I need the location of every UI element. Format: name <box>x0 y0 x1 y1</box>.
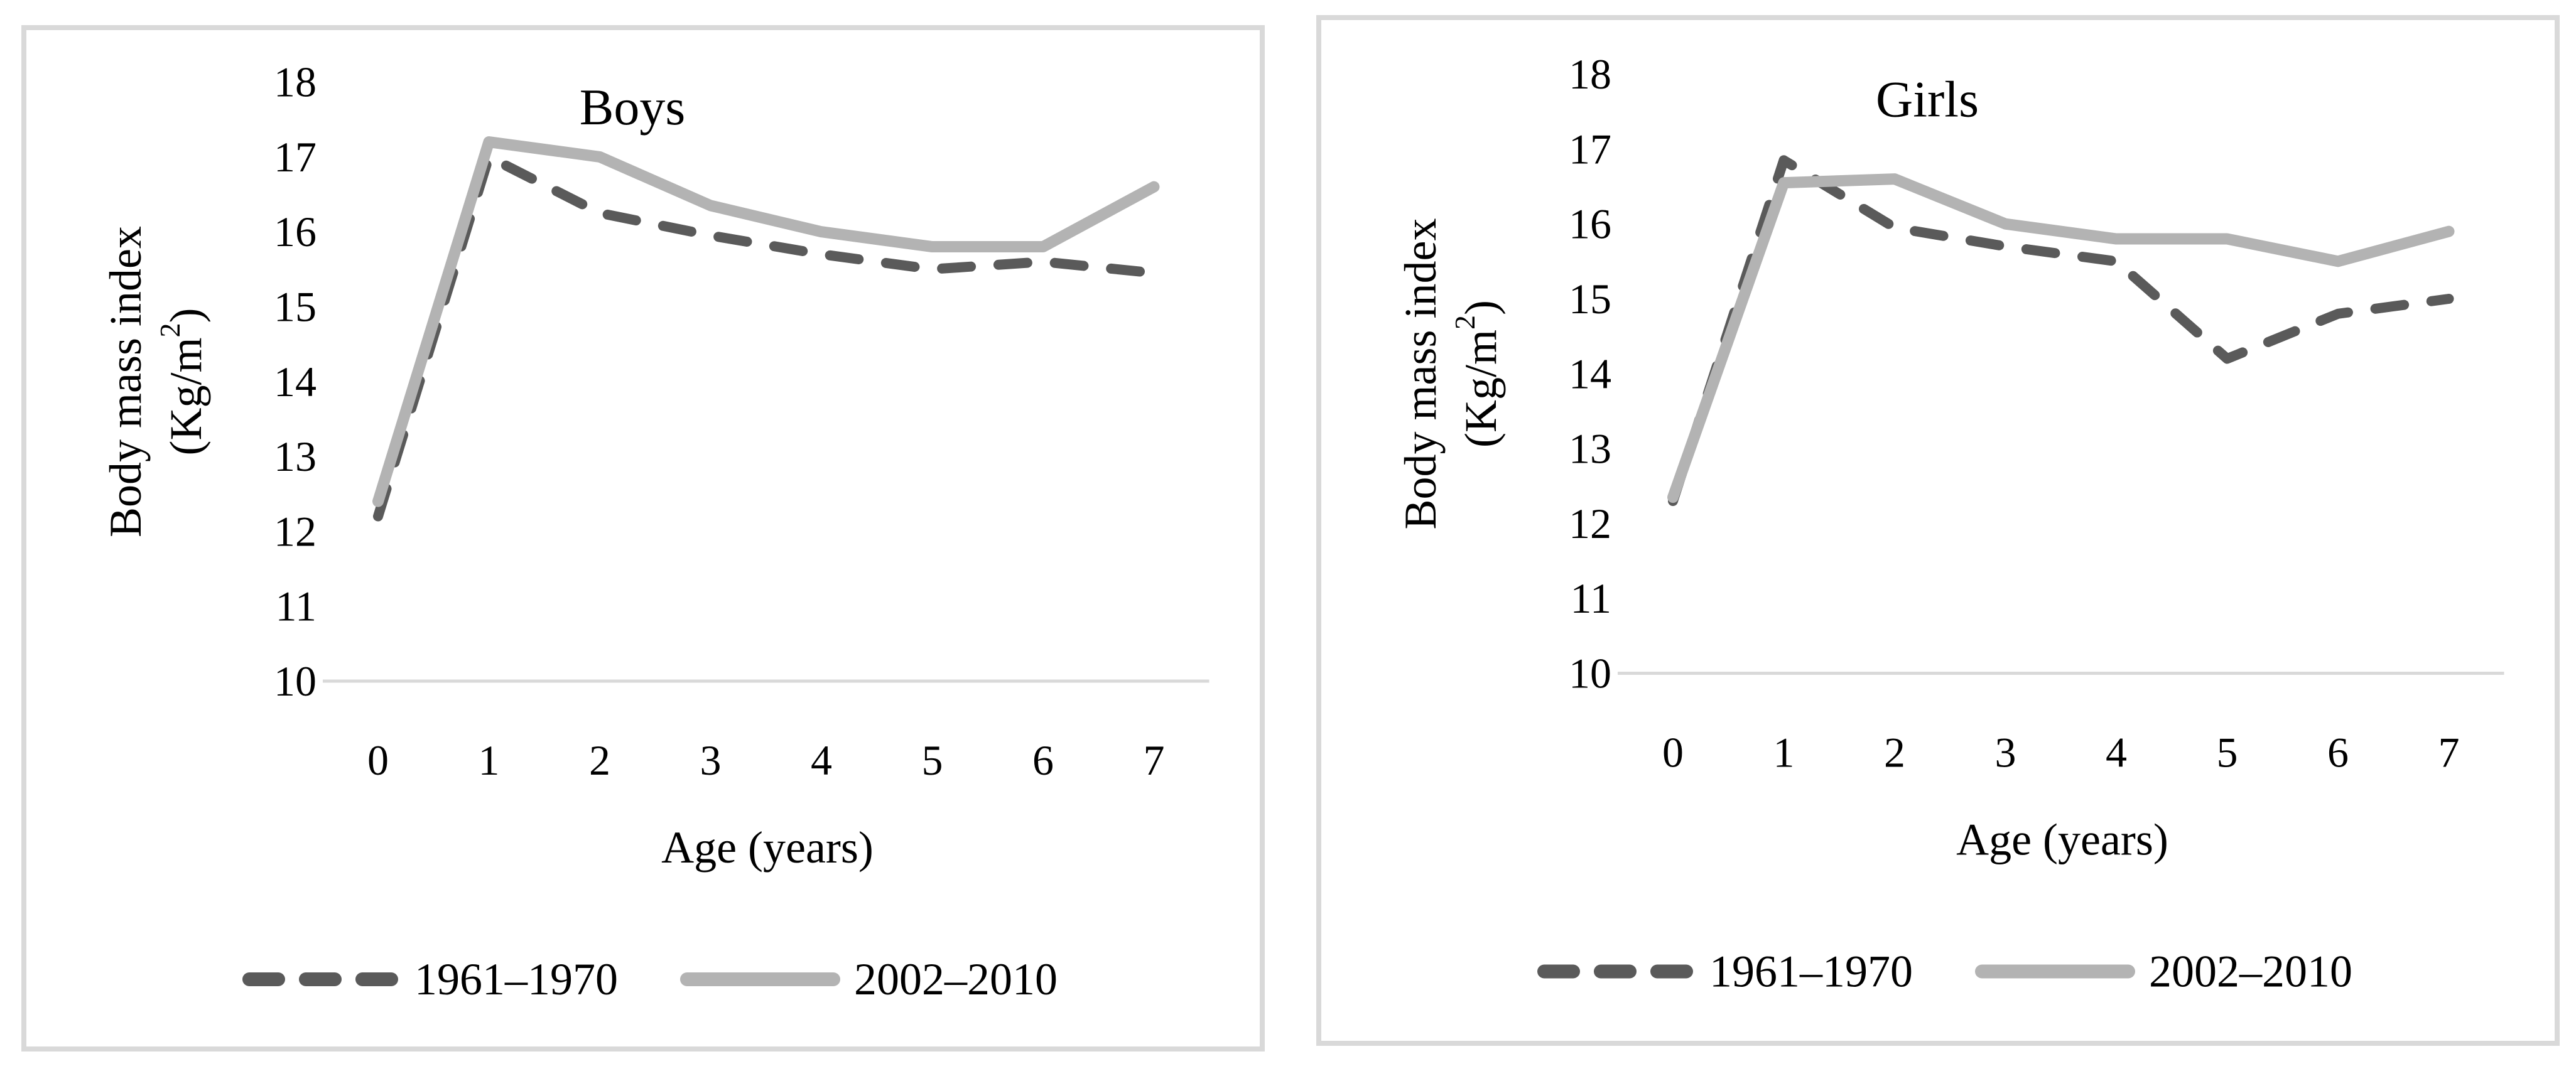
x-tick-label: 0 <box>367 736 389 784</box>
y-tick-label: 16 <box>1569 200 1611 248</box>
x-tick-label: 7 <box>2438 729 2460 777</box>
x-axis-title: Age (years) <box>661 822 874 873</box>
series-line-solid <box>1667 173 2455 503</box>
x-tick-label: 1 <box>1773 729 1795 777</box>
legend-label-2002-2010: 2002–2010 <box>854 954 1058 1004</box>
chart-title: Girls <box>1876 71 1979 128</box>
x-tick-label: 0 <box>1662 729 1684 777</box>
series-line-dashed <box>1668 155 2454 507</box>
x-tick-label: 6 <box>1032 736 1054 784</box>
y-tick-label: 16 <box>274 208 317 255</box>
x-tick-label: 7 <box>1144 736 1165 784</box>
x-tick-label: 5 <box>2217 729 2238 777</box>
chart-title: Boys <box>580 78 686 136</box>
y-tick-label: 13 <box>274 433 317 480</box>
chart-panel-boys: 18 17 16 15 14 13 12 11 10 0 1 2 3 4 5 6 7 Boys Age (years… <box>21 25 1265 1051</box>
y-tick-label: 10 <box>1569 650 1611 697</box>
y-tick-label: 11 <box>276 583 317 630</box>
x-tick-label: 1 <box>479 736 500 784</box>
y-axis-title-line2: (Kg/m2) <box>154 308 212 456</box>
y-tick-label: 12 <box>1569 500 1611 547</box>
x-tick-label: 4 <box>2106 729 2127 777</box>
y-axis-title-line2: (Kg/m2) <box>1449 300 1507 448</box>
y-tick-label: 17 <box>1569 125 1611 173</box>
y-tick-label: 13 <box>1569 425 1611 473</box>
y-tick-label: 17 <box>274 133 317 181</box>
x-tick-label: 2 <box>1884 729 1905 777</box>
x-tick-label: 2 <box>589 736 610 784</box>
y-tick-label: 10 <box>274 657 317 705</box>
series-line-dashed <box>373 151 1159 522</box>
legend-label-1961-1970: 1961–1970 <box>1709 947 1913 997</box>
y-tick-label: 14 <box>274 358 317 406</box>
y-tick-label: 11 <box>1571 574 1611 622</box>
y-tick-label: 15 <box>1569 275 1611 323</box>
y-axis-title-line1: Body mass index <box>100 226 151 537</box>
y-tick-label: 14 <box>1569 350 1611 397</box>
x-tick-label: 3 <box>1995 729 2016 777</box>
y-tick-label: 18 <box>274 58 317 106</box>
y-tick-label: 18 <box>1569 50 1611 98</box>
x-tick-label: 3 <box>700 736 722 784</box>
y-axis-title-line1: Body mass index <box>1395 218 1446 530</box>
series-line-solid <box>372 136 1160 507</box>
chart-panel-girls: 18 17 16 15 14 13 12 11 10 0 1 2 3 4 5 6 7 Girls Age (year… <box>1316 15 2560 1046</box>
x-tick-label: 5 <box>922 736 943 784</box>
x-tick-label: 6 <box>2327 729 2349 777</box>
x-axis-title: Age (years) <box>1956 815 2168 865</box>
legend-label-1961-1970: 1961–1970 <box>414 954 618 1004</box>
legend-label-2002-2010: 2002–2010 <box>2149 947 2352 997</box>
y-tick-label: 15 <box>274 283 317 331</box>
x-tick-label: 4 <box>811 736 832 784</box>
y-tick-label: 12 <box>274 507 317 555</box>
